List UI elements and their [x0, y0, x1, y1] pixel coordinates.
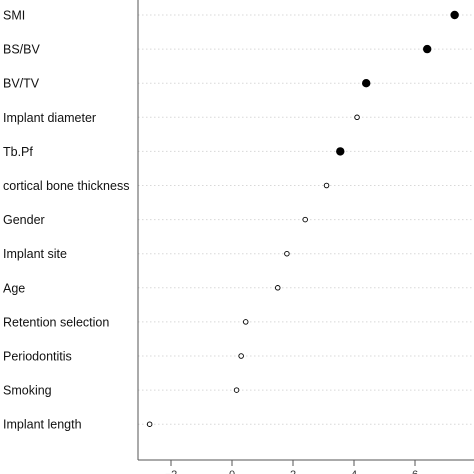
x-tick-label: 0 [229, 469, 235, 474]
x-tick-label: 8 [473, 469, 474, 474]
category-labels: SMI BS/BV BV/TV Implant diameter Tb.Pf cortic… [3, 9, 129, 432]
category-label: cortical bone thickness [3, 179, 129, 193]
category-label: BS/BV [3, 43, 40, 57]
data-points [146, 10, 459, 427]
category-label: Age [3, 281, 25, 295]
category-label: Periodontitis [3, 350, 72, 364]
data-point [450, 10, 459, 20]
data-point [302, 216, 308, 223]
data-point [423, 44, 432, 54]
data-point [238, 353, 244, 359]
category-label: SMI [3, 9, 25, 23]
data-point [233, 387, 240, 393]
x-tick-label: 4 [351, 469, 357, 474]
data-point [323, 182, 330, 189]
grid-lines [138, 14, 474, 425]
data-point [284, 250, 290, 257]
data-point [146, 421, 153, 427]
x-tick-label: 6 [412, 469, 418, 474]
category-label: Tb.Pf [3, 145, 33, 159]
category-label: Smoking [3, 384, 52, 398]
category-label: Gender [3, 213, 45, 227]
x-tick-label: −2 [165, 469, 178, 474]
category-label: Retention selection [3, 315, 109, 329]
data-point [362, 78, 371, 88]
data-point [336, 147, 345, 156]
data-point [354, 114, 360, 121]
x-tick-label: 2 [290, 469, 296, 474]
data-point [275, 285, 281, 291]
category-label: Implant diameter [3, 111, 96, 125]
x-axis-ticks: −2 0 2 4 6 8 [165, 460, 474, 474]
category-label: Implant length [3, 418, 82, 432]
category-label: Implant site [3, 247, 67, 261]
data-point [242, 319, 249, 325]
category-label: BV/TV [3, 77, 40, 91]
